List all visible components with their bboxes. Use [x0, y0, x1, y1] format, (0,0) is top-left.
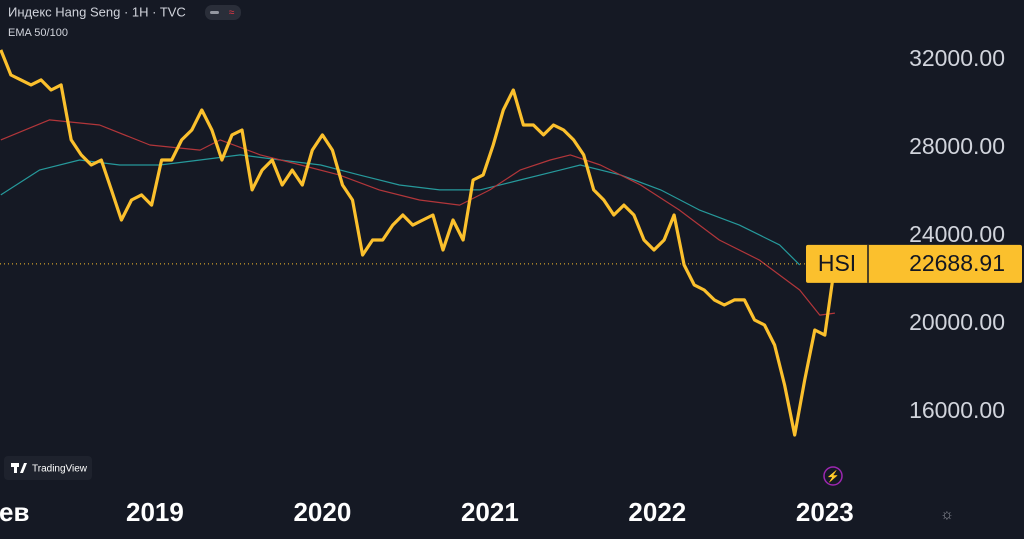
y-tick-label: 28000.00 — [909, 133, 1005, 159]
y-tick-label: 20000.00 — [909, 309, 1005, 335]
chart-title: Индекс Hang Seng · 1H · TVC — [8, 4, 186, 19]
brand-badge — [4, 456, 92, 480]
toggle-icon: ≈ — [229, 8, 235, 19]
plot-area — [0, 49, 837, 437]
x-tick-label: 2020 — [293, 497, 351, 527]
brand-icon — [20, 463, 27, 473]
settings-icon[interactable]: ☼ — [940, 506, 954, 523]
brand-logo[interactable]: TradingView — [4, 456, 92, 480]
legend-toggle[interactable] — [205, 5, 241, 20]
indicator-label: EMA 50/100 — [8, 27, 68, 39]
brand-text: TradingView — [32, 464, 88, 475]
ema-line — [0, 154, 801, 266]
symbol-label: HSI — [818, 250, 856, 276]
x-tick-label: 2022 — [628, 497, 686, 527]
y-tick-label: 24000.00 — [909, 221, 1005, 247]
price-line — [0, 49, 837, 437]
y-tick-label: 16000.00 — [909, 397, 1005, 423]
alert-icon: ⚡ — [826, 470, 840, 483]
alert-icon[interactable] — [823, 466, 843, 486]
brand-icon — [14, 463, 17, 473]
x-tick-label: 2019 — [126, 497, 184, 527]
x-tick-label: ев — [0, 497, 29, 527]
y-tick-label: 32000.00 — [909, 45, 1005, 71]
x-tick-label: 2023 — [796, 497, 854, 527]
ema-line — [0, 119, 835, 316]
price-tag — [806, 244, 1022, 283]
x-tick-label: 2021 — [461, 497, 519, 527]
toggle-icon — [210, 11, 219, 14]
last-price-label: 22688.91 — [909, 250, 1005, 276]
